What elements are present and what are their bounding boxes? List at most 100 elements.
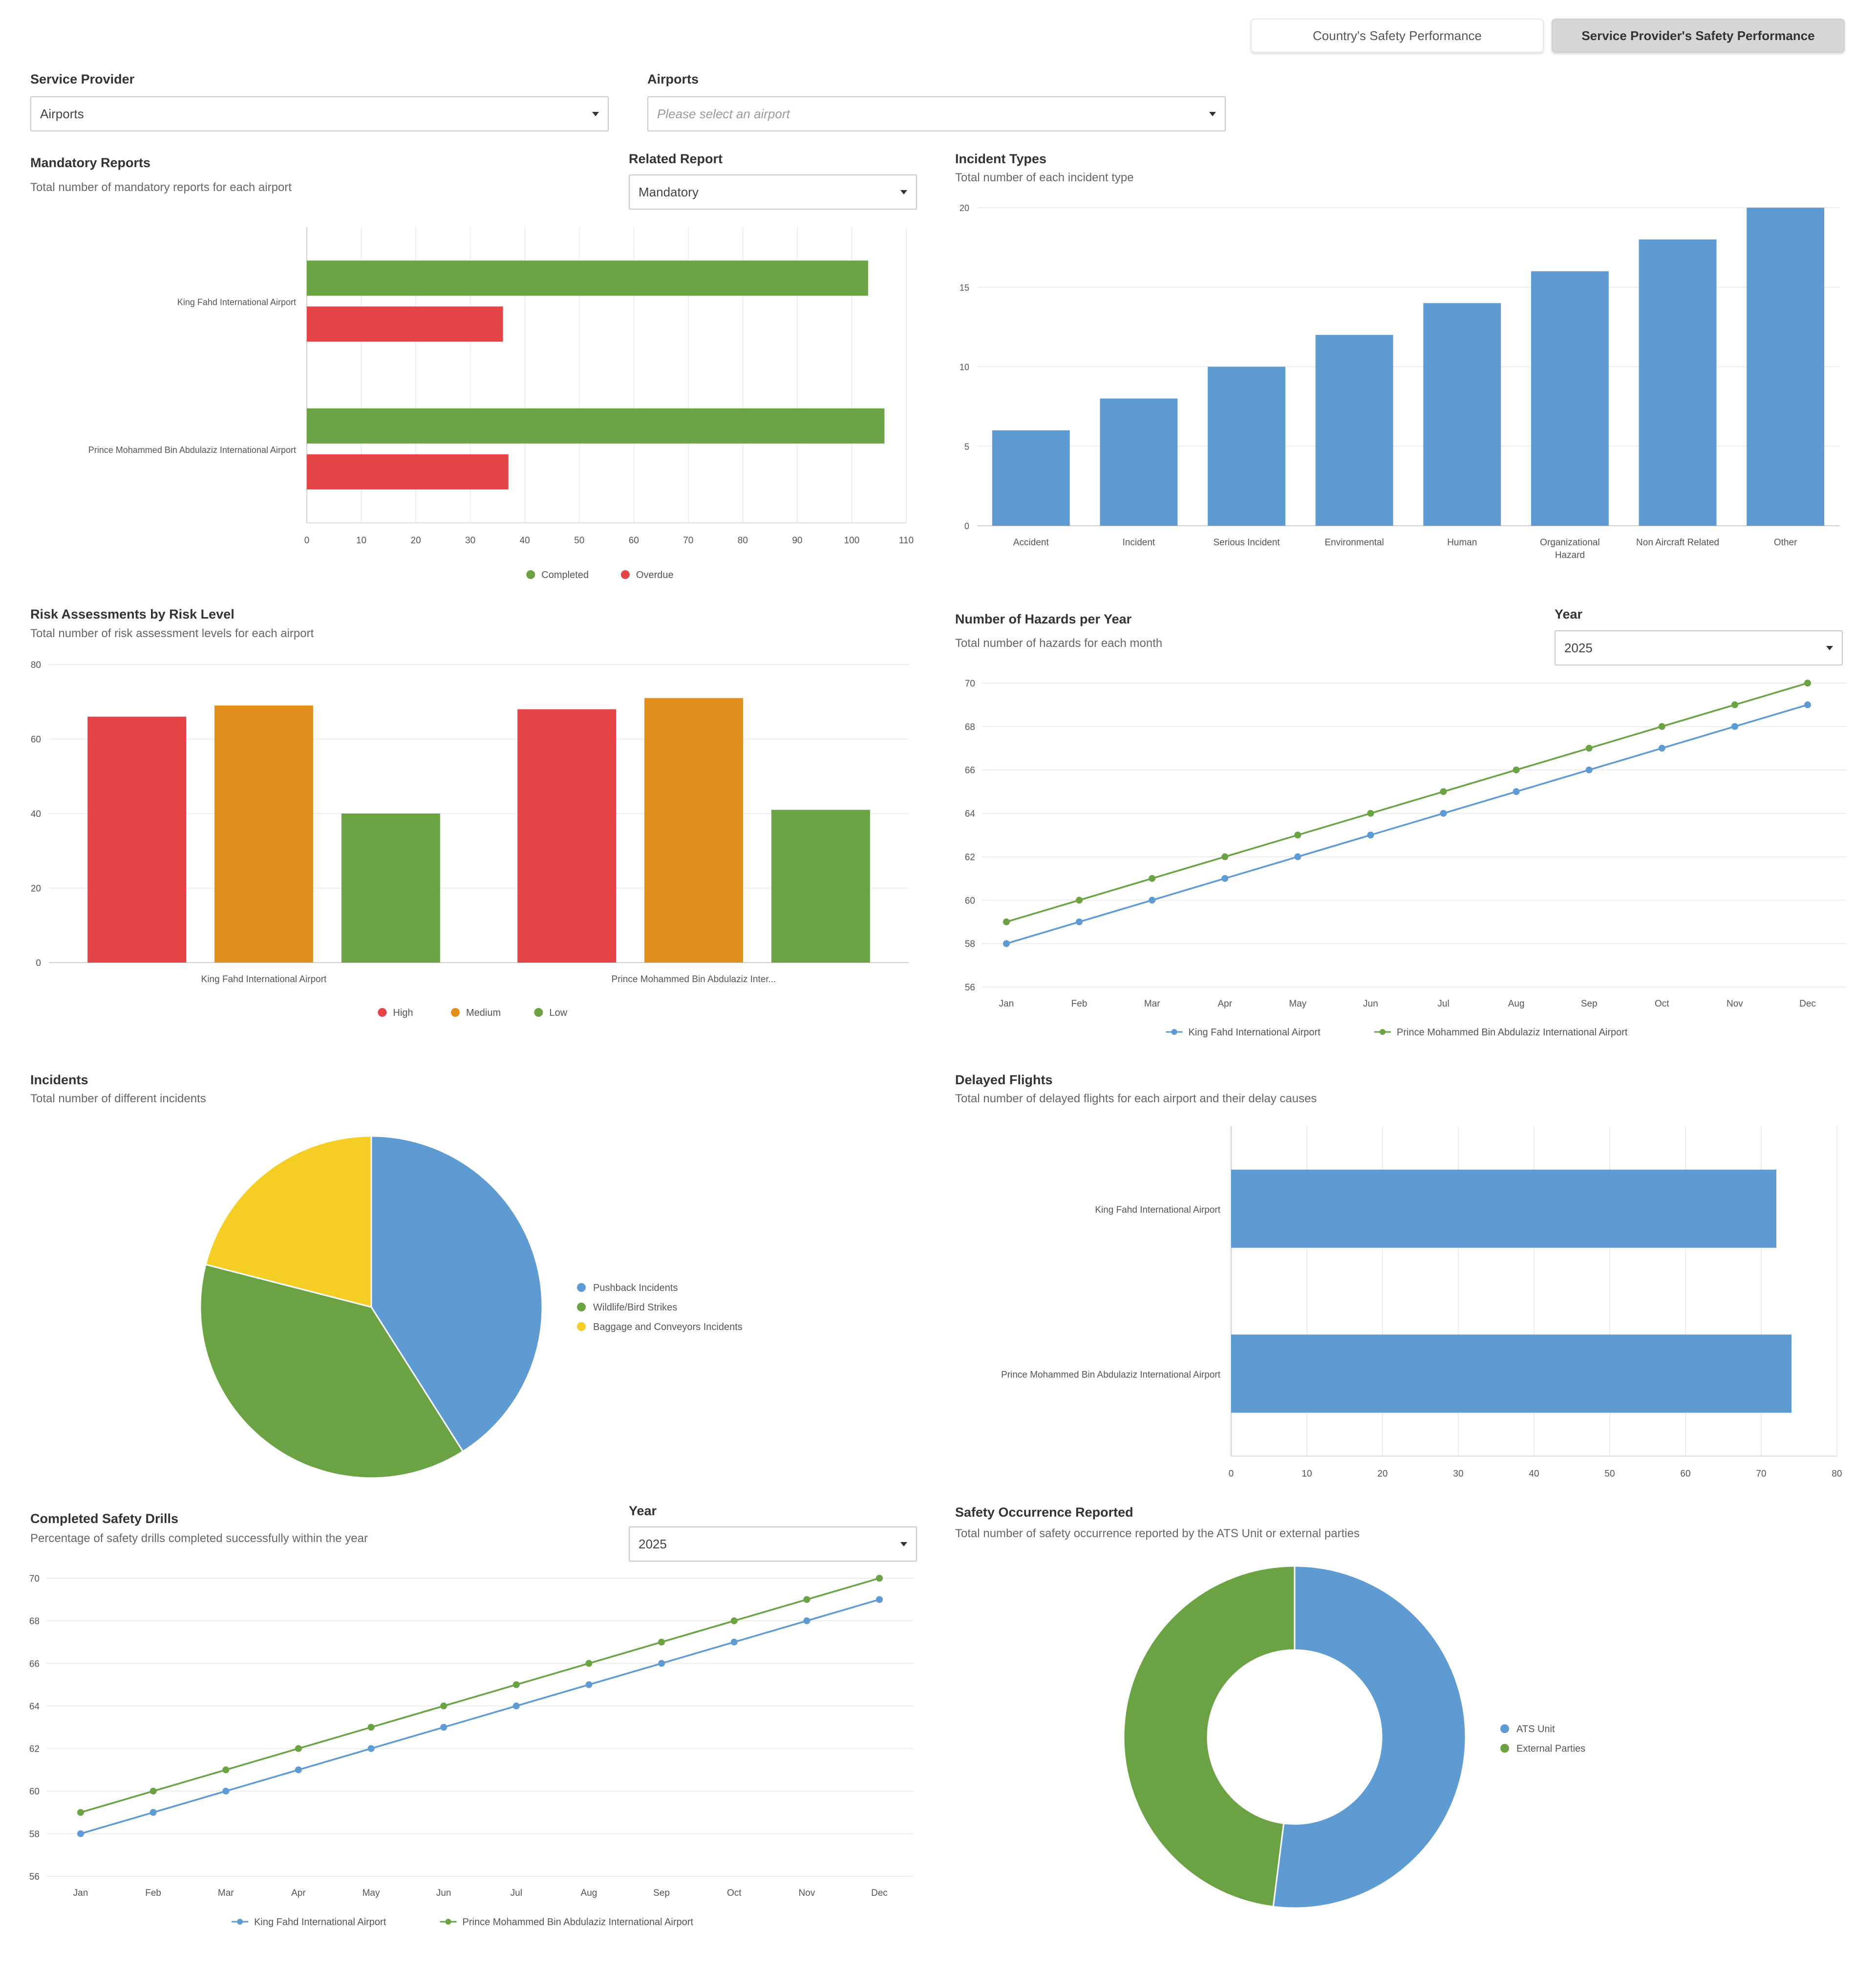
- y-tick-label: 20: [959, 203, 969, 213]
- series-line-prince-mohammed-bin-abdulaziz-international-airport: [80, 1577, 880, 1813]
- y-tick-label: 64: [965, 809, 976, 819]
- x-tick-label: 110: [899, 536, 914, 546]
- hazards-year-label: Year: [1555, 607, 1583, 622]
- y-tick-label: 70: [965, 679, 975, 689]
- data-point-prince-mohammed-bin-abdulaziz-international-airport: [512, 1681, 520, 1688]
- data-point-prince-mohammed-bin-abdulaziz-international-airport: [149, 1787, 157, 1795]
- data-point-prince-mohammed-bin-abdulaziz-international-airport: [1731, 701, 1738, 708]
- bar-value-organizational-hazard: [1531, 271, 1609, 526]
- category-label: Non Aircraft Related: [1636, 537, 1719, 548]
- legend-dot-wildlife-bird-strikes: [577, 1303, 586, 1311]
- category-label: Prince Mohammed Bin Abdulaziz Internatio…: [1001, 1370, 1221, 1380]
- service-provider-select[interactable]: Airports: [30, 96, 609, 131]
- category-label: Prince Mohammed Bin Abdulaziz Internatio…: [88, 445, 296, 455]
- x-tick-label: 30: [1453, 1469, 1463, 1479]
- x-tick-label: Jan: [999, 999, 1014, 1009]
- y-tick-label: 66: [965, 766, 975, 776]
- legend-label-high: High: [393, 1008, 413, 1018]
- series-line-prince-mohammed-bin-abdulaziz-international-airport: [1006, 682, 1808, 923]
- hazards-year-select[interactable]: 2025: [1555, 630, 1843, 665]
- legend-label-baggage-and-conveyors-incidents: Baggage and Conveyors Incidents: [593, 1322, 743, 1332]
- bar-value-serious-incident: [1208, 366, 1285, 526]
- x-tick-label: Jul: [1437, 999, 1449, 1009]
- bar-low-prince-mohammed-bin-abdulaziz-inter: [771, 810, 870, 963]
- incident-types-chart: 0 5 10 15 20 Accident Incident Serious Incident…: [959, 203, 1839, 560]
- bar-value-human: [1423, 303, 1501, 526]
- hazards-year-value: 2025: [1564, 640, 1593, 655]
- safety-occurrence-donut-chart: ATS Unit External Parties: [1123, 1565, 1585, 1909]
- category-label: Human: [1447, 537, 1477, 548]
- tab-country-safety-performance[interactable]: Country's Safety Performance: [1251, 19, 1544, 53]
- airports-select[interactable]: Please select an airport: [647, 96, 1226, 131]
- legend-label-king-fahd-international-airport: King Fahd International Airport: [254, 1917, 386, 1928]
- y-tick-label: 40: [31, 809, 41, 819]
- y-tick-label: 62: [965, 852, 975, 862]
- series-line-king-fahd-international-airport: [1006, 704, 1808, 944]
- bar-medium-prince-mohammed-bin-abdulaziz-inter: [644, 698, 743, 963]
- y-tick-label: 70: [29, 1574, 40, 1584]
- data-point-prince-mohammed-bin-abdulaziz-international-airport: [295, 1745, 302, 1752]
- data-point-king-fahd-international-airport: [658, 1660, 665, 1667]
- bar-value-king-fahd-international-airport: [1231, 1169, 1776, 1248]
- y-tick-label: 10: [959, 363, 969, 372]
- y-tick-label: 60: [965, 896, 975, 906]
- legend-label-low: Low: [549, 1008, 567, 1018]
- category-label: King Fahd International Airport: [1095, 1205, 1220, 1215]
- category-label: Other: [1774, 537, 1797, 548]
- tab-service-provider-safety-performance[interactable]: Service Provider's Safety Performance: [1552, 19, 1845, 53]
- chevron-down-icon: [1826, 646, 1833, 650]
- legend-marker-prince-mohammed-bin-abdulaziz-international-airport: [1380, 1029, 1386, 1035]
- x-tick-label: 20: [411, 536, 421, 546]
- legend-label-prince-mohammed-bin-abdulaziz-international-airport: Prince Mohammed Bin Abdulaziz Internatio…: [463, 1917, 694, 1928]
- x-tick-label: 0: [304, 536, 310, 546]
- x-tick-label: Oct: [727, 1888, 742, 1898]
- y-tick-label: 64: [29, 1701, 40, 1712]
- x-tick-label: 40: [520, 536, 530, 546]
- service-provider-value: Airports: [40, 106, 84, 121]
- airports-placeholder: Please select an airport: [657, 106, 790, 121]
- drills-year-select[interactable]: 2025: [629, 1526, 917, 1562]
- x-tick-label: 80: [1832, 1469, 1842, 1479]
- chevron-down-icon: [592, 112, 599, 116]
- data-point-king-fahd-international-airport: [77, 1830, 84, 1837]
- bar-value-prince-mohammed-bin-abdulaziz-international-airport: [1231, 1334, 1791, 1413]
- x-tick-label: May: [1289, 999, 1306, 1009]
- x-tick-label: 0: [1229, 1469, 1234, 1479]
- data-point-king-fahd-international-airport: [1658, 745, 1665, 752]
- y-tick-label: 62: [29, 1744, 40, 1755]
- series-line-king-fahd-international-airport: [80, 1598, 880, 1835]
- incidents-pie-chart: Pushback Incidents Wildlife/Bird Strikes B…: [199, 1135, 743, 1479]
- data-point-king-fahd-international-airport: [295, 1766, 302, 1774]
- legend-marker-king-fahd-international-airport: [237, 1919, 243, 1925]
- x-tick-label: May: [362, 1888, 380, 1898]
- data-point-king-fahd-international-airport: [730, 1638, 738, 1646]
- related-report-select[interactable]: Mandatory: [629, 174, 917, 210]
- bar-overdue-king-fahd-international-airport: [307, 306, 503, 342]
- slice-wildlife-bird-strikes: [199, 1264, 464, 1479]
- data-point-king-fahd-international-airport: [149, 1809, 157, 1816]
- x-tick-label: 70: [683, 536, 693, 546]
- x-tick-label: 70: [1756, 1469, 1766, 1479]
- data-point-king-fahd-international-airport: [1731, 723, 1738, 730]
- data-point-prince-mohammed-bin-abdulaziz-international-airport: [1294, 832, 1301, 838]
- safety-occurrence-subtitle: Total number of safety occurrence report…: [955, 1527, 1360, 1540]
- legend-label-medium: Medium: [466, 1008, 501, 1018]
- hazards-subtitle: Total number of hazards for each month: [955, 637, 1163, 650]
- x-tick-label: Dec: [871, 1888, 888, 1898]
- data-point-prince-mohammed-bin-abdulaziz-international-airport: [1149, 875, 1156, 882]
- delayed-flights-chart: 0 10 20 30 40 50 60 70 80 King Fahd International…: [1001, 1126, 1842, 1479]
- slice-ats-unit: [1272, 1565, 1467, 1909]
- legend-label-overdue: Overdue: [636, 570, 674, 580]
- y-tick-label: 60: [31, 735, 41, 745]
- x-tick-label: Mar: [1144, 999, 1160, 1009]
- incident-types-subtitle: Total number of each incident type: [955, 171, 1134, 184]
- data-point-prince-mohammed-bin-abdulaziz-international-airport: [1440, 788, 1447, 795]
- x-tick-label: Jun: [1363, 999, 1378, 1009]
- x-tick-label: Oct: [1655, 999, 1669, 1009]
- y-tick-label: 66: [29, 1659, 40, 1669]
- x-tick-label: Dec: [1799, 999, 1816, 1009]
- data-point-prince-mohammed-bin-abdulaziz-international-airport: [585, 1660, 593, 1667]
- legend-dot-high: [378, 1008, 387, 1017]
- legend-dot-external-parties: [1500, 1744, 1509, 1753]
- chevron-down-icon: [900, 1542, 907, 1546]
